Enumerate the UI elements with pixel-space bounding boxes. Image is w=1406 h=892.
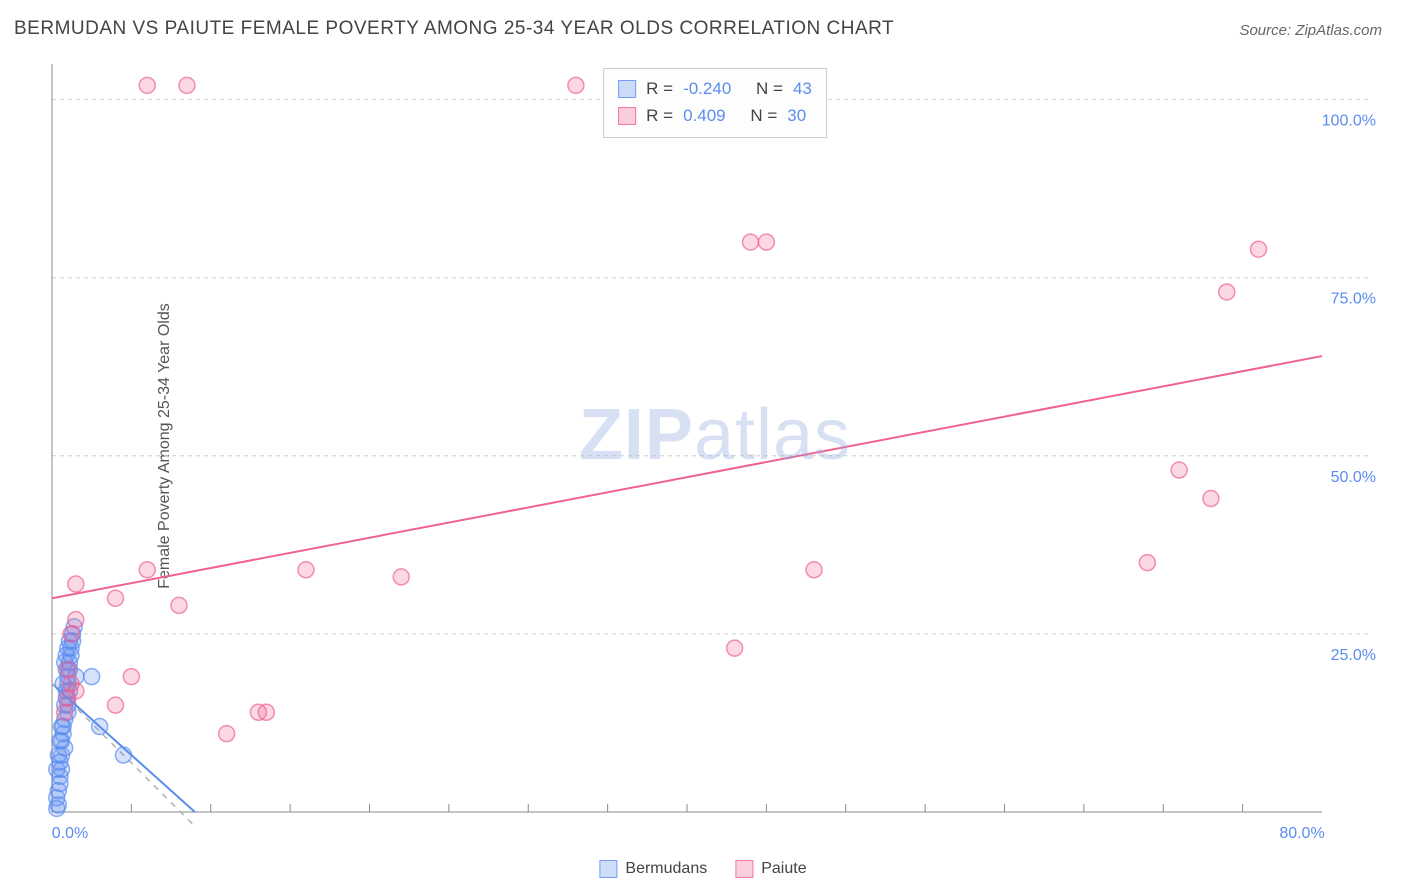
legend-row-paiute: R = 0.409 N = 30 — [618, 102, 812, 129]
n-value: 43 — [793, 75, 812, 102]
correlation-legend: R = -0.240 N = 43 R = 0.409 N = 30 — [603, 68, 827, 138]
svg-text:80.0%: 80.0% — [1279, 825, 1324, 842]
r-label: R = — [646, 75, 673, 102]
n-label: N = — [750, 102, 777, 129]
r-label: R = — [646, 102, 673, 129]
source-attribution: Source: ZipAtlas.com — [1239, 22, 1382, 39]
n-value: 30 — [787, 102, 806, 129]
legend-label: Bermudans — [625, 860, 707, 878]
n-label: N = — [756, 75, 783, 102]
swatch-pink-icon — [735, 860, 753, 878]
svg-text:100.0%: 100.0% — [1322, 113, 1376, 130]
legend-item-paiute: Paiute — [735, 860, 806, 878]
svg-text:0.0%: 0.0% — [52, 825, 88, 842]
swatch-blue-icon — [599, 860, 617, 878]
svg-text:50.0%: 50.0% — [1331, 469, 1376, 486]
legend-label: Paiute — [761, 860, 806, 878]
swatch-pink-icon — [618, 107, 636, 125]
chart-container: BERMUDAN VS PAIUTE FEMALE POVERTY AMONG … — [0, 0, 1406, 892]
plot-area: ZIPatlas 25.0%50.0%75.0%100.0%0.0%80.0% … — [48, 60, 1382, 842]
legend-row-bermudans: R = -0.240 N = 43 — [618, 75, 812, 102]
scatter-plot-svg: 25.0% 50.0% 75.0% 100.0% 0.0% 80.0% — [48, 60, 1382, 842]
svg-text:75.0%: 75.0% — [1331, 291, 1376, 308]
chart-title: BERMUDAN VS PAIUTE FEMALE POVERTY AMONG … — [14, 18, 894, 40]
svg-text:25.0%: 25.0% — [1331, 647, 1376, 664]
swatch-blue-icon — [618, 80, 636, 98]
r-value: 0.409 — [683, 102, 726, 129]
r-value: -0.240 — [683, 75, 731, 102]
legend-item-bermudans: Bermudans — [599, 860, 707, 878]
series-legend: Bermudans Paiute — [599, 860, 806, 878]
